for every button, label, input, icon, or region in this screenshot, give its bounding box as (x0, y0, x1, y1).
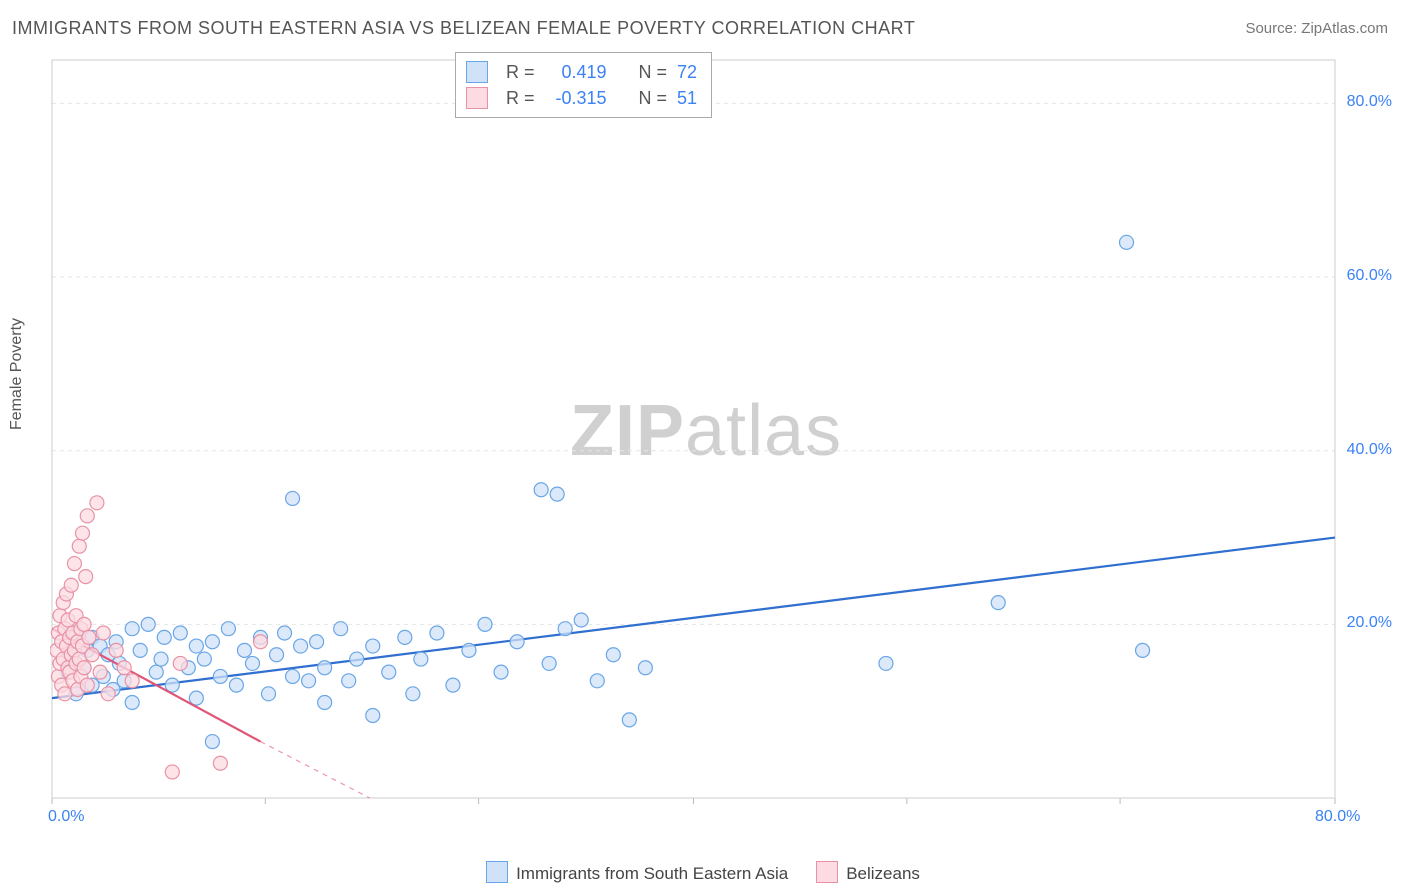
stats-swatch (466, 87, 488, 109)
chart-title: IMMIGRANTS FROM SOUTH EASTERN ASIA VS BE… (12, 18, 915, 39)
stats-r-label: R = (506, 59, 535, 85)
y-tick-label: 20.0% (1347, 614, 1392, 632)
stats-n-label: N = (639, 59, 668, 85)
legend-item: Immigrants from South Eastern Asia (486, 861, 788, 884)
legend-label: Immigrants from South Eastern Asia (516, 864, 788, 883)
legend-swatch (486, 861, 508, 883)
legend-item: Belizeans (816, 861, 920, 884)
y-axis-label: Female Poverty (8, 318, 26, 430)
y-tick-label: 60.0% (1347, 267, 1392, 285)
stats-n-value: 51 (677, 85, 697, 111)
x-tick-label: 80.0% (1315, 808, 1360, 826)
stats-r-value: -0.315 (545, 85, 607, 111)
y-tick-label: 80.0% (1347, 93, 1392, 111)
stats-r-label: R = (506, 85, 535, 111)
stats-r-value: 0.419 (545, 59, 607, 85)
chart-container: IMMIGRANTS FROM SOUTH EASTERN ASIA VS BE… (0, 0, 1406, 892)
footer-legend: Immigrants from South Eastern Asia Belize… (0, 861, 1406, 884)
source-label: Source: ZipAtlas.com (1245, 20, 1388, 37)
stats-n-value: 72 (677, 59, 697, 85)
scatter-plot (50, 50, 1390, 810)
legend-swatch (816, 861, 838, 883)
legend-label: Belizeans (846, 864, 920, 883)
x-tick-label: 0.0% (48, 808, 84, 826)
stats-swatch (466, 61, 488, 83)
stats-n-label: N = (639, 85, 668, 111)
stats-legend-box: R = 0.419 N = 72 R = -0.315 N = 51 (455, 52, 712, 118)
stats-row: R = 0.419 N = 72 (466, 59, 697, 85)
y-tick-label: 40.0% (1347, 441, 1392, 459)
stats-row: R = -0.315 N = 51 (466, 85, 697, 111)
